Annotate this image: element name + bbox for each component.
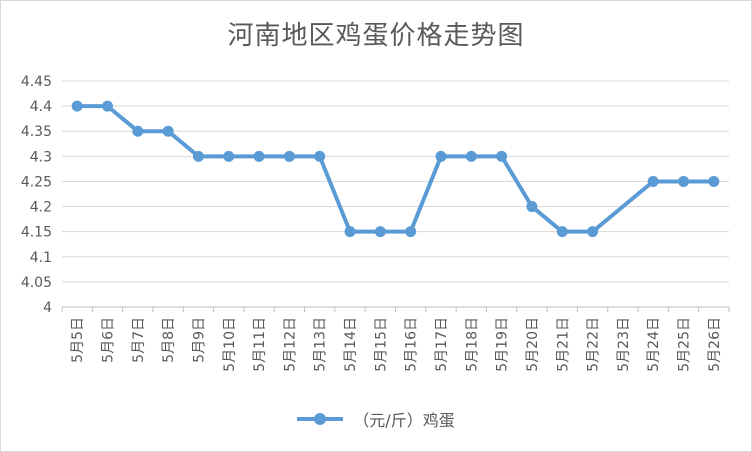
legend: （元/斤）鸡蛋: [1, 407, 751, 431]
y-tick-label: 4.05: [21, 275, 52, 291]
x-tick-label: 5月24日: [646, 317, 662, 372]
x-axis: 5月5日 5月6日 5月7日 5月8日 5月9日 5月10日 5月11日 5月12日 5月13日…: [61, 307, 730, 372]
data-point: [71, 100, 83, 112]
data-point: [647, 175, 659, 187]
data-point: [101, 100, 113, 112]
y-tick-label: 4.15: [21, 225, 52, 241]
x-tick-label: 5月9日: [191, 317, 207, 363]
series-line: [75, 104, 716, 234]
x-tick-label: 5月16日: [404, 317, 420, 372]
x-tick-label: 5月8日: [161, 317, 177, 363]
x-tick-label: 5月13日: [313, 317, 329, 372]
data-point: [556, 226, 568, 238]
legend-label: （元/斤）鸡蛋: [353, 411, 455, 430]
legend-marker: [297, 412, 344, 426]
data-point: [405, 226, 417, 238]
y-axis: 4 4.05 4.1 4.15 4.2 4.25 4.3 4.35 4.4 4.45: [21, 74, 52, 316]
data-point: [678, 175, 690, 187]
data-point: [587, 226, 599, 238]
data-point: [374, 226, 386, 238]
gridlines: [62, 80, 729, 308]
data-point: [132, 125, 144, 137]
y-tick-label: 4.25: [21, 174, 52, 190]
y-tick-label: 4.2: [30, 200, 52, 216]
data-point: [314, 150, 326, 162]
chart-title: 河南地区鸡蛋价格走势图: [227, 21, 525, 51]
x-tick-label: 5月10日: [222, 317, 238, 372]
x-tick-label: 5月11日: [252, 317, 268, 372]
x-tick-label: 5月17日: [434, 317, 450, 372]
data-point: [223, 150, 235, 162]
x-tick-label: 5月6日: [100, 317, 116, 363]
x-tick-label: 5月18日: [464, 317, 480, 372]
x-tick-label: 5月22日: [586, 317, 602, 372]
y-tick-label: 4: [43, 300, 52, 316]
series-eggs: [71, 100, 720, 238]
x-tick-label: 5月25日: [677, 317, 693, 372]
y-tick-label: 4.35: [21, 124, 52, 140]
x-tick-label: 5月14日: [343, 317, 359, 372]
data-point: [344, 226, 356, 238]
y-tick-label: 4.4: [30, 99, 52, 115]
data-point: [708, 175, 720, 187]
x-tick-label: 5月23日: [616, 317, 632, 372]
x-tick-label: 5月19日: [495, 317, 511, 372]
x-tick-label: 5月5日: [70, 317, 86, 363]
data-point: [435, 150, 447, 162]
data-point: [526, 201, 538, 213]
data-point: [162, 125, 174, 137]
y-tick-label: 4.45: [21, 74, 52, 90]
y-tick-label: 4.1: [30, 250, 52, 266]
x-tick-label: 5月15日: [373, 317, 389, 372]
data-point: [465, 150, 477, 162]
y-tick-label: 4.3: [30, 149, 52, 165]
x-tick-label: 5月26日: [707, 317, 723, 372]
data-point: [253, 150, 265, 162]
data-point: [283, 150, 295, 162]
data-point: [192, 150, 204, 162]
x-tick-label: 5月20日: [525, 317, 541, 372]
x-tick-label: 5月21日: [555, 317, 571, 372]
data-point: [496, 150, 508, 162]
x-tick-label: 5月7日: [131, 317, 147, 363]
x-tick-label: 5月12日: [282, 317, 298, 372]
